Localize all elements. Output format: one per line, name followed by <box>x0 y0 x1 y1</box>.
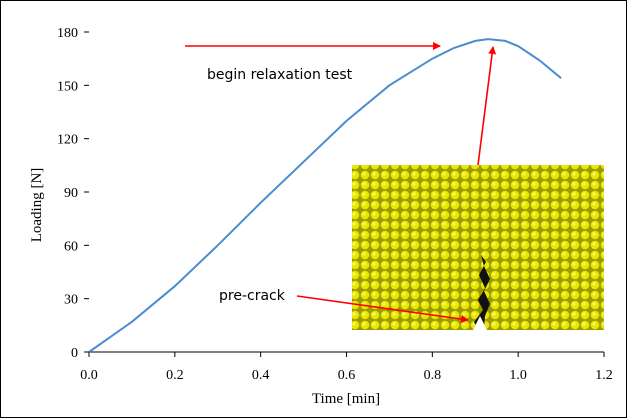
relaxation-annotation: begin relaxation test <box>207 67 353 83</box>
y-tick-label: 150 <box>57 79 78 94</box>
specimen-image <box>352 165 604 330</box>
y-tick-label: 30 <box>64 293 78 308</box>
x-tick-group: 0.0 0.2 0.4 0.6 0.8 1.0 1.2 <box>80 352 613 383</box>
relaxation-peak-arrow <box>477 46 497 166</box>
y-tick-label: 60 <box>64 239 78 254</box>
x-tick-label: 0.2 <box>166 368 184 383</box>
y-tick-label: 90 <box>64 186 78 201</box>
x-tick-label: 1.2 <box>595 368 613 383</box>
specimen-inset <box>352 165 604 330</box>
series-loading-line <box>88 38 562 353</box>
notch <box>473 316 487 330</box>
y-tick-label: 0 <box>71 346 78 361</box>
y-axis-title: Loading [N] <box>29 168 45 243</box>
y-tick-label: 120 <box>57 133 78 148</box>
x-tick-label: 0.8 <box>424 368 442 383</box>
x-axis-title: Time [min] <box>312 391 380 407</box>
y-tick-group: 0 30 60 90 120 150 180 <box>57 26 89 361</box>
pre-crack-arrow <box>296 295 469 323</box>
x-tick-label: 1.0 <box>509 368 527 383</box>
x-tick-label: 0.0 <box>80 368 98 383</box>
pre-crack-annotation: pre-crack <box>219 288 286 304</box>
x-tick-label: 0.4 <box>252 368 270 383</box>
pre-crack-mark <box>474 255 490 330</box>
y-tick-label: 180 <box>57 26 78 41</box>
x-tick-label: 0.6 <box>338 368 356 383</box>
